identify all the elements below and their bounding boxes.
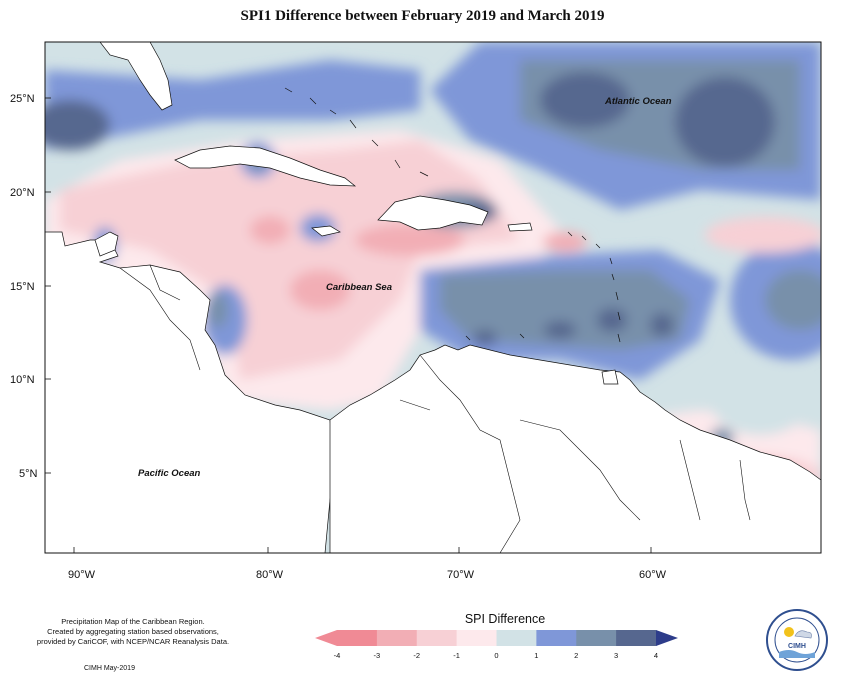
legend-tick-label: -1 bbox=[453, 651, 460, 660]
caption-line: Created by aggregating station based obs… bbox=[47, 627, 219, 636]
legend-colorbar: -4 -3 -2 -1 0 1 2 3 4 bbox=[315, 630, 678, 660]
legend-swatch bbox=[616, 630, 657, 646]
legend-title: SPI Difference bbox=[464, 612, 546, 626]
map-credit: CIMH May-2019 bbox=[84, 665, 135, 672]
lat-tick-label: 5°N bbox=[19, 468, 38, 480]
legend-tick-label: 1 bbox=[534, 651, 538, 660]
lat-tick-label: 10°N bbox=[10, 374, 35, 386]
lon-tick-label: 60°W bbox=[639, 569, 667, 581]
legend-arrow-left bbox=[315, 630, 337, 646]
legend-tick-label: -4 bbox=[334, 651, 341, 660]
legend-swatch bbox=[496, 630, 537, 646]
legend-swatch bbox=[337, 630, 378, 646]
lat-tick-label: 20°N bbox=[10, 187, 35, 199]
legend-swatch bbox=[456, 630, 497, 646]
legend-swatch bbox=[576, 630, 617, 646]
lat-tick-label: 25°N bbox=[10, 93, 35, 105]
lon-tick-label: 90°W bbox=[68, 569, 96, 581]
legend-swatch bbox=[376, 630, 418, 646]
map-frame bbox=[44, 41, 822, 554]
country-borders bbox=[119, 264, 751, 553]
graticule-ticks bbox=[45, 97, 652, 553]
map-title: SPI1 Difference between February 2019 an… bbox=[240, 8, 605, 24]
legend-tick-label: 2 bbox=[574, 651, 578, 660]
longitude-axis: 90°W 80°W 70°W 60°W bbox=[68, 569, 667, 581]
legend-swatch bbox=[536, 630, 577, 646]
wave-icon bbox=[779, 650, 815, 658]
atlantic-ocean-label: Atlantic Ocean bbox=[604, 96, 672, 107]
caption-line: provided by CariCOF, with NCEP/NCAR Rean… bbox=[36, 637, 230, 646]
legend-swatch bbox=[416, 630, 458, 646]
lat-tick-label: 15°N bbox=[10, 281, 35, 293]
sun-icon bbox=[784, 627, 794, 637]
legend-arrow-right bbox=[656, 630, 678, 646]
legend-tick-label: 3 bbox=[614, 651, 618, 660]
land-masses bbox=[45, 42, 821, 553]
caribbean-sea-label: Caribbean Sea bbox=[326, 282, 392, 293]
caption-line: Precipitation Map of the Caribbean Regio… bbox=[61, 617, 205, 626]
small-islands bbox=[284, 87, 621, 343]
cimh-logo: CIMH bbox=[766, 609, 828, 671]
lon-tick-label: 70°W bbox=[447, 569, 475, 581]
legend-tick-label: -2 bbox=[413, 651, 420, 660]
lon-tick-label: 80°W bbox=[256, 569, 284, 581]
map-caption: Precipitation Map of the Caribbean Regio… bbox=[18, 617, 248, 647]
pacific-ocean-label: Pacific Ocean bbox=[138, 468, 201, 479]
logo-text: CIMH bbox=[788, 643, 806, 650]
legend-tick-label: 4 bbox=[654, 651, 658, 660]
legend-tick-label: 0 bbox=[494, 651, 498, 660]
legend-tick-label: -3 bbox=[374, 651, 381, 660]
spi-field: Atlantic Ocean Caribbean Sea Pacific Oce… bbox=[45, 42, 821, 553]
cloud-icon bbox=[794, 630, 812, 639]
latitude-axis: 25°N 20°N 15°N 10°N 5°N bbox=[10, 93, 38, 480]
